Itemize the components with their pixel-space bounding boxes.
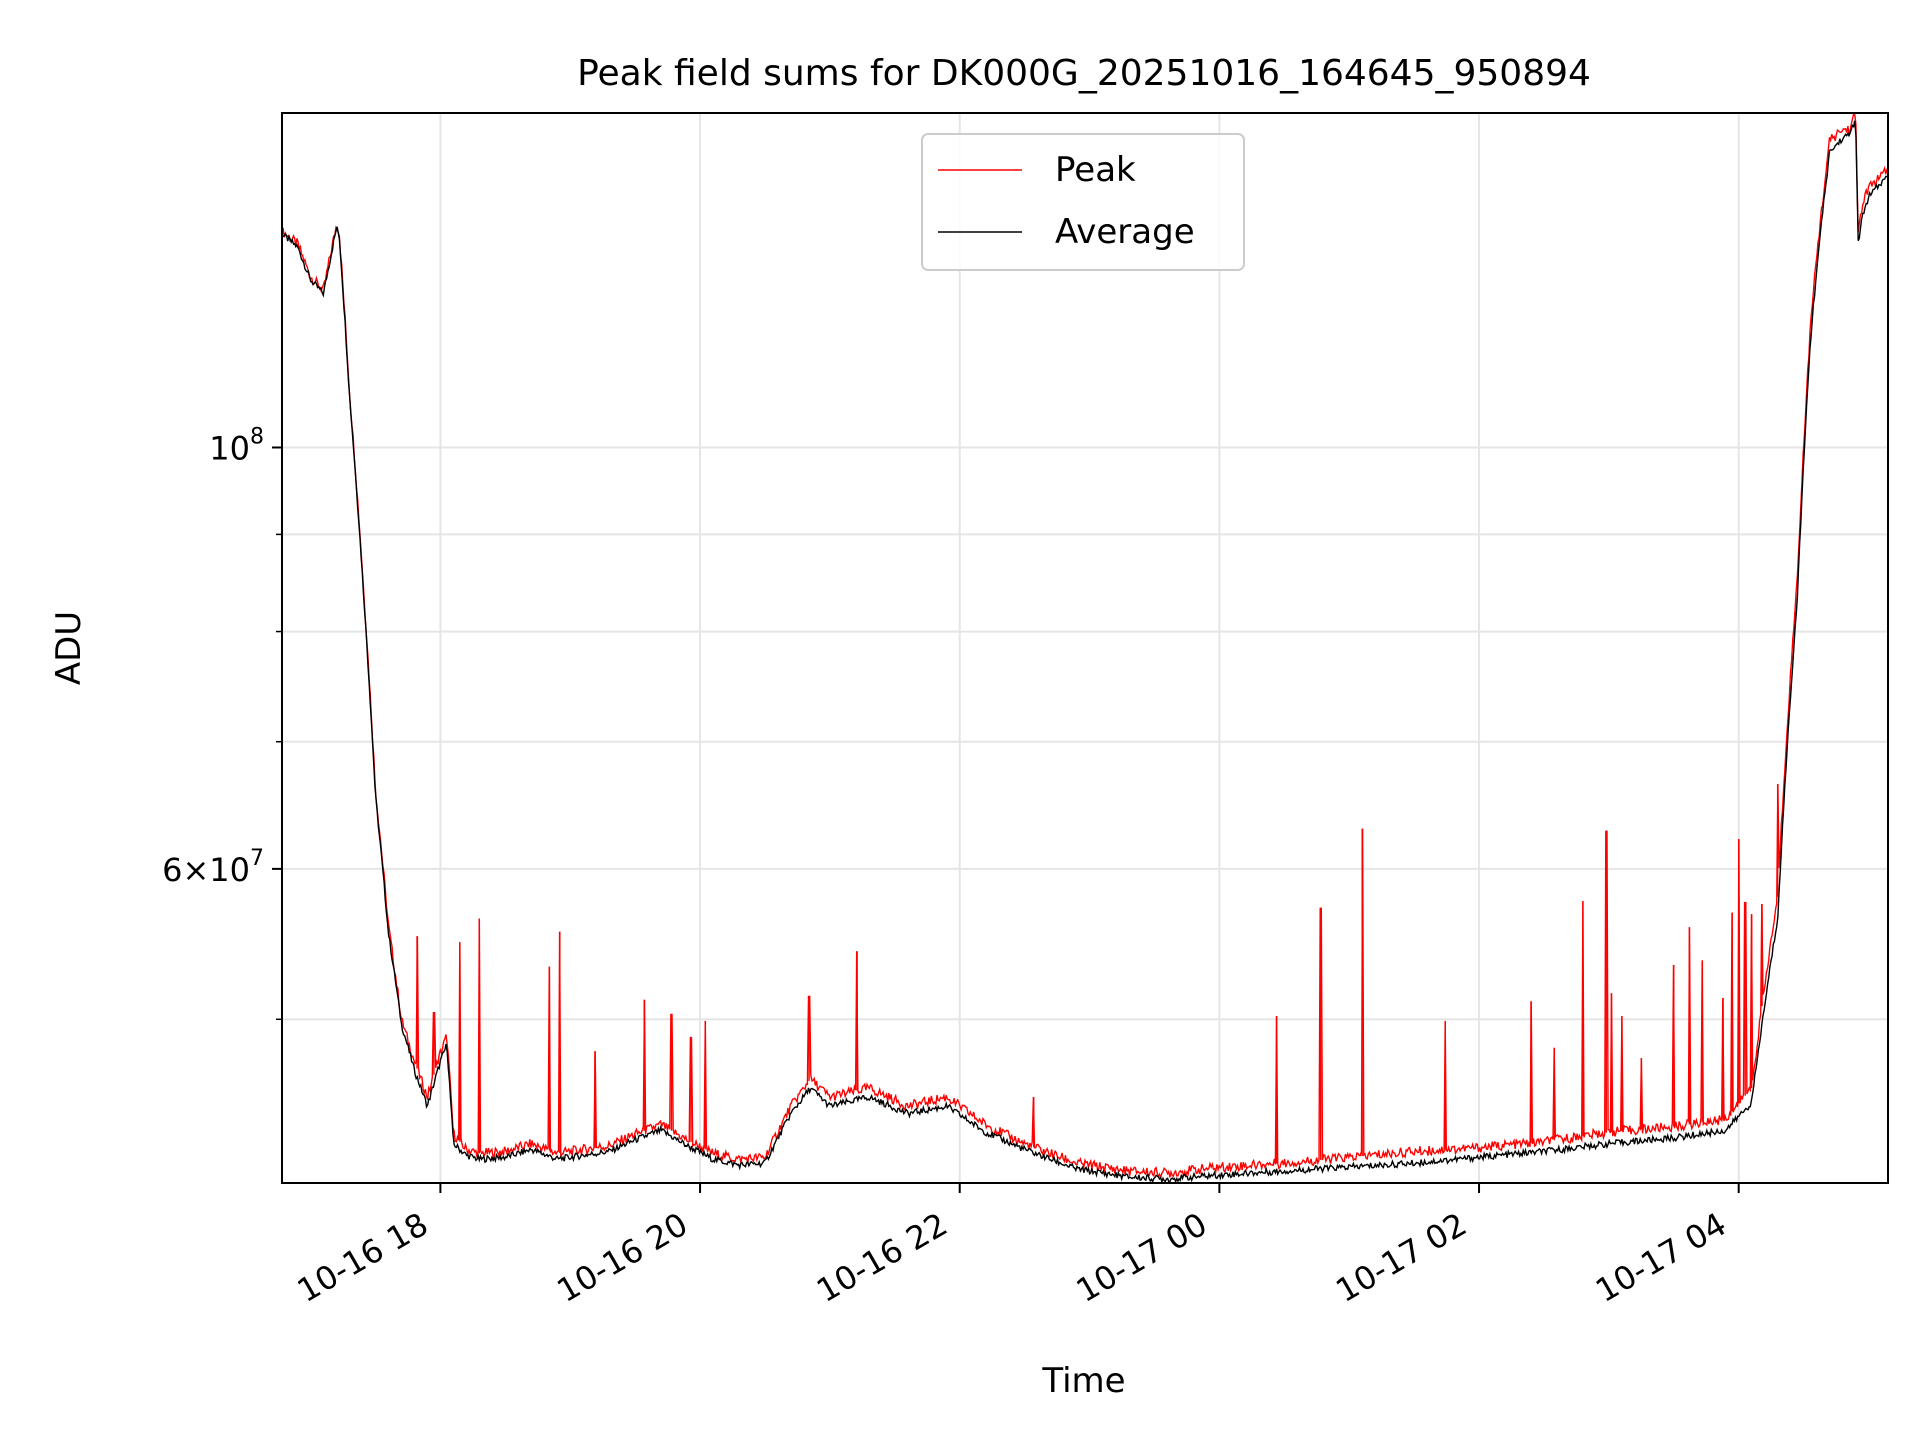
series-layer <box>282 113 1888 1183</box>
legend-label-average: Average <box>1055 212 1195 252</box>
x-axis-label: Time <box>1041 1361 1125 1401</box>
legend-box <box>921 133 1245 271</box>
y-tick-label-1: 6×107 <box>162 846 264 889</box>
y-axis-ticks: 108 6×107 <box>162 424 282 1021</box>
plot-frame <box>281 112 1889 1184</box>
legend-label-peak: Peak <box>1055 150 1136 190</box>
chart-title: Peak field sums for DK000G_20251016_1646… <box>577 53 1591 94</box>
grid <box>282 113 1888 1183</box>
y-axis-label: ADU <box>49 611 89 685</box>
y-tick-label-0: 108 <box>209 424 264 467</box>
series-line-average <box>282 120 1888 1183</box>
legend: Peak Average <box>921 133 1245 271</box>
